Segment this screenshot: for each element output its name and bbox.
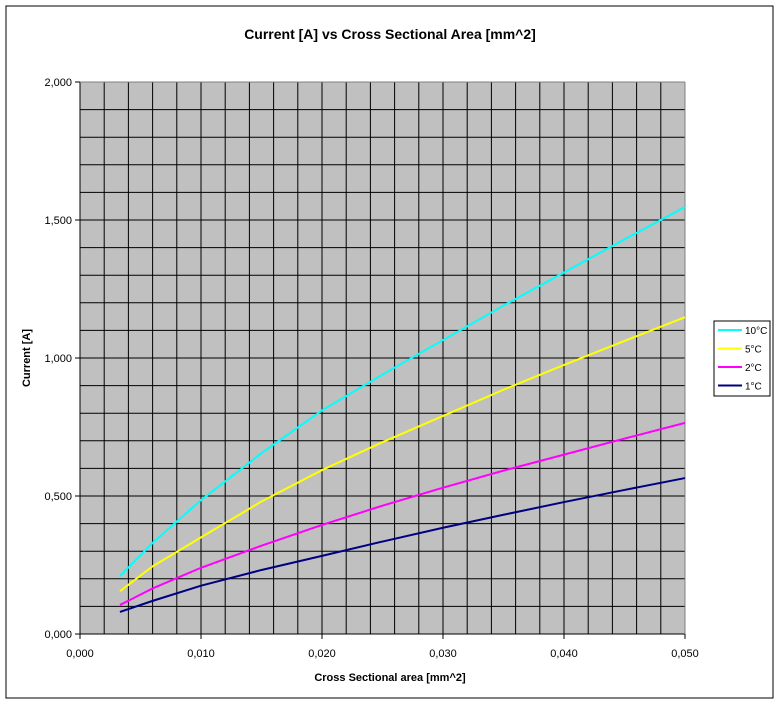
series-line-2: [119, 421, 686, 606]
legend: 10°C 5°C 2°C 1°C: [713, 320, 771, 397]
y-tick-label: 1,500: [44, 215, 72, 227]
legend-label: 2°C: [745, 363, 762, 374]
y-tick-label: 2,000: [44, 77, 72, 89]
series-line-1: [119, 316, 686, 593]
x-tick-label: 0,010: [187, 648, 215, 660]
y-tick-label: 0,000: [44, 629, 72, 641]
x-tick-label: 0,040: [550, 648, 578, 660]
x-tick-label: 0,020: [308, 648, 336, 660]
legend-label: 5°C: [745, 345, 762, 356]
x-tick-label: 0,030: [429, 648, 457, 660]
x-tick-label: 0,000: [66, 648, 94, 660]
legend-label: 10°C: [745, 326, 767, 337]
x-axis-label: Cross Sectional area [mm^2]: [314, 672, 466, 684]
y-axis-label: Current [A]: [21, 329, 33, 387]
y-tick-label: 1,000: [44, 353, 72, 365]
y-tick-label: 0,500: [44, 491, 72, 503]
legend-label: 1°C: [745, 382, 762, 393]
series-line-3: [119, 477, 686, 613]
x-tick-label: 0,050: [671, 648, 699, 660]
axes: 0,000 0,010 0,020 0,030 0,040 0,050 0,000 0,500…: [44, 77, 698, 660]
series-lines: [119, 206, 686, 613]
grid: [80, 81, 686, 634]
series-line-0: [119, 206, 686, 577]
chart-title: Current [A] vs Cross Sectional Area [mm^…: [244, 26, 536, 42]
